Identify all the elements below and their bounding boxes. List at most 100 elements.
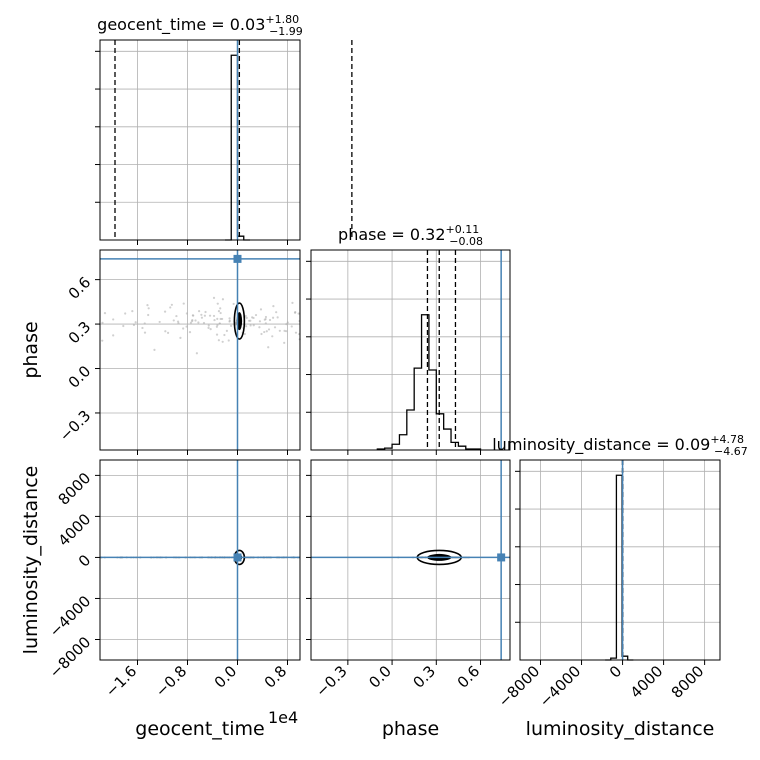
- panel-frame-diag-geocent_time: [99, 39, 301, 241]
- title-main: phase = 0.32: [338, 225, 445, 244]
- sample-point: [283, 329, 286, 332]
- sample-point: [185, 325, 188, 328]
- x-tick-label: 0.0: [365, 662, 395, 692]
- sample-point: [208, 314, 212, 317]
- panel-frame-geocent_time-vs-luminosity_distance: [99, 459, 301, 661]
- sample-point: [141, 326, 144, 330]
- grid-layer: [100, 40, 720, 660]
- sample-point: [132, 323, 136, 327]
- sample-point: [124, 312, 127, 315]
- title-minus: −1.99: [269, 25, 303, 38]
- y-tick-label: 8000: [55, 469, 95, 509]
- sample-point: [264, 317, 267, 321]
- x-tick-label: −0.8: [152, 662, 190, 700]
- y-axis-label: phase: [20, 321, 42, 378]
- sample-point: [189, 321, 193, 324]
- sample-point: [143, 331, 147, 334]
- sample-point: [291, 301, 294, 305]
- sample-point: [182, 302, 185, 305]
- x-tick-label: −4000: [536, 662, 585, 711]
- sample-point: [276, 316, 279, 319]
- x-axis-label: luminosity_distance: [526, 718, 715, 740]
- x-tick-label: −1.6: [102, 662, 140, 700]
- panel-title-phase: phase = 0.32+0.11 −0.08: [338, 223, 483, 248]
- sample-point: [219, 307, 222, 310]
- sample-point: [147, 313, 150, 317]
- sample-point: [249, 319, 252, 322]
- sample-point: [216, 302, 219, 305]
- sample-point: [122, 324, 125, 328]
- sample-point: [227, 339, 230, 342]
- sample-point: [245, 325, 248, 328]
- truth-marker: [497, 553, 506, 562]
- sample-point: [271, 316, 275, 319]
- frames-layer: [95, 39, 721, 665]
- y-tick-label: 0.0: [65, 362, 95, 392]
- sample-point: [258, 326, 261, 329]
- sample-point: [216, 317, 219, 320]
- y-tick-label: −4000: [46, 592, 95, 641]
- sample-point: [170, 303, 173, 306]
- sample-point: [217, 310, 221, 313]
- x-tick-label: 4000: [627, 662, 667, 702]
- sample-point: [275, 311, 278, 314]
- panel-title-geocent_time: geocent_time = 0.03+1.80 −1.99: [97, 13, 303, 38]
- truth-marker: [233, 553, 242, 562]
- sample-point: [166, 331, 170, 334]
- sample-point: [286, 321, 289, 324]
- sample-point: [243, 332, 246, 336]
- sample-point: [267, 328, 271, 331]
- panel-title-luminosity_distance: luminosity_distance = 0.09+4.78 −4.67: [492, 433, 748, 458]
- sample-point: [153, 348, 156, 351]
- sample-point: [175, 314, 178, 318]
- sample-point: [219, 311, 222, 315]
- sample-point: [217, 339, 220, 342]
- title-main: luminosity_distance = 0.09: [492, 435, 710, 455]
- sample-point: [245, 316, 248, 319]
- y-tick-label: −8000: [46, 633, 95, 682]
- sample-point: [215, 333, 219, 336]
- panel-frame-geocent_time-vs-phase: [99, 249, 301, 451]
- histogram-luminosity_distance: [605, 474, 634, 661]
- sample-point: [218, 322, 221, 325]
- x-tick-label: 8000: [668, 662, 708, 702]
- sample-point: [221, 340, 224, 343]
- panel-frame-phase-vs-luminosity_distance: [310, 459, 511, 661]
- sample-point: [143, 322, 146, 325]
- sample-point: [112, 318, 115, 321]
- title-plus: +4.78: [710, 433, 744, 446]
- sample-point: [194, 319, 197, 322]
- sample-point: [158, 320, 161, 324]
- title-minus: −4.67: [714, 445, 748, 458]
- x-tick-label: 0.0: [211, 662, 241, 692]
- sample-point: [223, 333, 226, 337]
- sample-point: [112, 334, 115, 337]
- sample-point: [172, 319, 175, 322]
- sample-point: [209, 328, 212, 331]
- sample-point: [188, 331, 192, 334]
- x-tick-label: 0: [606, 662, 625, 681]
- sample-point: [290, 325, 293, 328]
- y-tick-label: 0.3: [65, 318, 95, 348]
- sample-point: [264, 322, 267, 325]
- sample-point: [147, 307, 150, 310]
- sample-point: [294, 311, 297, 314]
- sample-point: [203, 314, 206, 317]
- sample-point: [225, 329, 228, 332]
- sample-point: [182, 327, 185, 330]
- sample-point: [221, 298, 225, 301]
- x-axis-label: phase: [382, 718, 439, 740]
- sample-point: [229, 324, 233, 328]
- contour: [233, 302, 246, 340]
- sample-point: [202, 321, 206, 325]
- sample-point: [164, 330, 167, 333]
- sample-point: [283, 341, 286, 344]
- x-axis-label: geocent_time: [135, 718, 264, 740]
- sample-point: [254, 313, 258, 317]
- sample-point: [232, 302, 235, 306]
- sample-point: [192, 314, 195, 317]
- panel-frame-diag-phase: [310, 249, 511, 451]
- truth-marker: [233, 254, 242, 263]
- sample-point: [200, 313, 203, 316]
- sample-point: [103, 311, 107, 315]
